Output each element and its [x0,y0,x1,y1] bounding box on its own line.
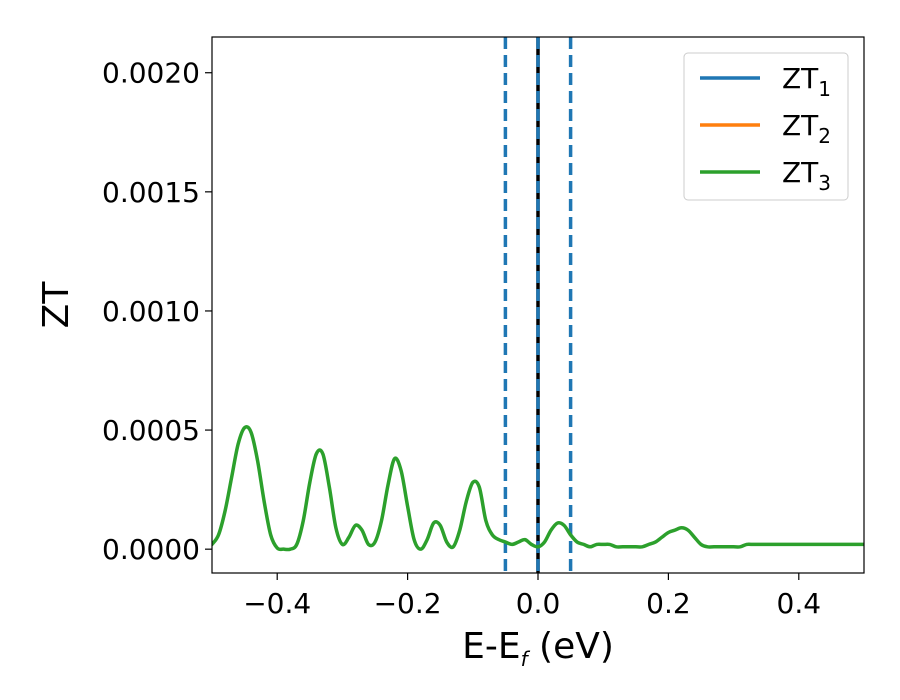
y-tick-label: 0.0000 [102,533,200,566]
x-tick-label: 0.0 [516,587,561,620]
y-tick-label: 0.0010 [102,295,200,328]
x-axis-title: E-Ef (eV) [462,626,614,671]
y-axis: 0.0000 0.0005 0.0010 0.0015 0.0020 [102,57,212,566]
y-axis-title: ZT [36,281,77,329]
x-tick-label: −0.4 [243,587,311,620]
x-tick-label: −0.2 [374,587,442,620]
y-tick-label: 0.0005 [102,414,200,447]
legend-label-zt1: ZT1 [782,62,831,101]
legend: ZT1 ZT2 ZT3 [683,52,849,201]
legend-frame [683,52,849,201]
y-tick-label: 0.0015 [102,176,200,209]
series-layer [212,425,864,552]
x-axis: −0.4 −0.2 0.0 0.2 0.4 [243,573,821,620]
reference-lines [503,37,573,573]
x-tick-label: 0.4 [777,587,822,620]
series-line-zt3 [212,425,864,552]
legend-label-zt2: ZT2 [782,109,831,148]
x-tick-label: 0.2 [646,587,691,620]
y-tick-label: 0.0020 [102,57,200,90]
legend-label-zt3: ZT3 [782,156,831,195]
